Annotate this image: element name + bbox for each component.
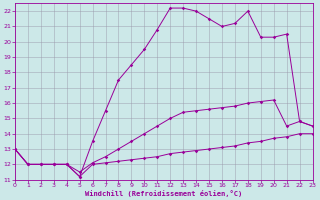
X-axis label: Windchill (Refroidissement éolien,°C): Windchill (Refroidissement éolien,°C) <box>85 190 242 197</box>
